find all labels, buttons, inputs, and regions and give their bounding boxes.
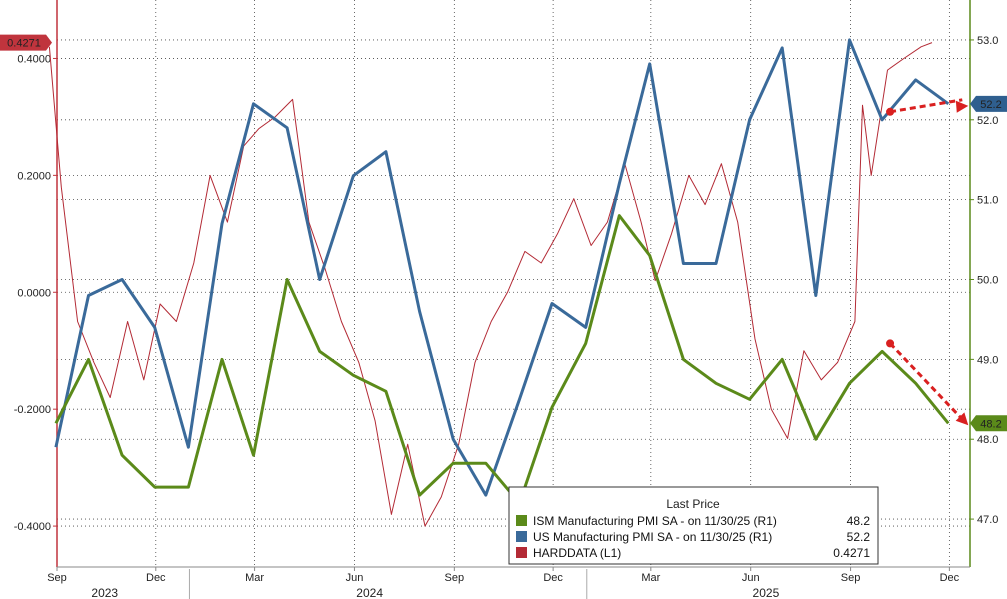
value-tags: 0.4271 52.2 48.2: [0, 34, 1007, 432]
legend-label-ism: ISM Manufacturing PMI SA - on 11/30/25 (…: [533, 514, 777, 528]
legend-value-us: 52.2: [847, 530, 871, 544]
legend: Last Price ISM Manufacturing PMI SA - on…: [508, 486, 879, 565]
legend-box: [508, 486, 879, 565]
series-line-harddata: [48, 42, 933, 527]
arrow-ism-pmi-shaft: [888, 342, 964, 421]
x-tick-label-8: Sep: [841, 572, 861, 584]
value-tag-ism-pmi-text: 48.2: [980, 418, 1001, 430]
series-lines: [48, 38, 950, 527]
x-tick-label-5: Dec: [543, 572, 563, 584]
left-tick-label-4: -0.4000: [14, 521, 51, 533]
value-tag-us-pmi-bg: [970, 95, 1007, 112]
value-tag-ism-pmi-bg: [970, 415, 1007, 432]
value-tag-harddata-bg: [0, 34, 52, 51]
legend-label-us: US Manufacturing PMI SA - on 11/30/25 (R…: [533, 530, 772, 544]
legend-value-harddata: 0.4271: [833, 546, 870, 560]
legend-title: Last Price: [666, 497, 720, 511]
arrow-us-pmi-shaft: [889, 98, 963, 114]
right-tick-label-0: 53.0: [977, 35, 998, 47]
x-tick-label-7: Jun: [742, 572, 760, 584]
left-tick-label-3: -0.2000: [14, 404, 51, 416]
x-axis-ticks: Sep Dec Mar Jun Sep Dec Mar Jun Sep Dec: [47, 567, 960, 584]
right-tick-label-1: 52.0: [977, 115, 998, 127]
value-tag-harddata-text: 0.4271: [7, 38, 41, 50]
right-tick-label-4: 49.0: [977, 354, 998, 366]
x-tick-label-6: Mar: [641, 572, 660, 584]
x-tick-label-9: Dec: [940, 572, 960, 584]
x-tick-label-0: Sep: [47, 572, 67, 584]
year-labels: 2023 2024 2025: [91, 569, 780, 599]
year-label-2: 2025: [753, 586, 780, 599]
right-tick-label-2: 51.0: [977, 195, 998, 207]
series-line-us-manufacturing-pmi-sa: [54, 38, 950, 497]
left-tick-label-2: 0.0000: [17, 287, 51, 299]
arrow-ism-pmi-head: [955, 412, 969, 426]
series-line-ism-manufacturing-pmi-sa: [54, 214, 950, 505]
x-tick-label-4: Sep: [445, 572, 465, 584]
right-tick-label-5: 48.0: [977, 434, 998, 446]
annotations: [886, 98, 969, 426]
x-tick-label-3: Jun: [346, 572, 364, 584]
right-tick-label-6: 47.0: [977, 514, 998, 526]
legend-swatch-us: [516, 531, 527, 542]
left-tick-label-1: 0.2000: [17, 170, 51, 182]
value-tag-us-pmi-text: 52.2: [980, 99, 1001, 111]
grid: [56, 0, 970, 567]
legend-value-ism: 48.2: [847, 514, 871, 528]
year-label-1: 2024: [356, 586, 383, 599]
arrow-us-pmi-head: [955, 100, 969, 113]
legend-label-harddata: HARDDATA (L1): [533, 546, 621, 560]
right-axis-ticks: 53.0 52.0 51.0 50.0 49.0 48.0 47.0: [970, 35, 998, 526]
left-tick-label-0: 0.4000: [17, 53, 51, 65]
x-tick-label-2: Mar: [245, 572, 264, 584]
x-tick-label-1: Dec: [146, 572, 166, 584]
legend-swatch-ism: [516, 515, 527, 526]
right-tick-label-3: 50.0: [977, 275, 998, 287]
year-label-0: 2023: [91, 586, 118, 599]
left-axis-ticks: 0.4000 0.2000 0.0000 -0.2000 -0.4000: [14, 53, 57, 533]
legend-swatch-harddata: [516, 547, 527, 558]
